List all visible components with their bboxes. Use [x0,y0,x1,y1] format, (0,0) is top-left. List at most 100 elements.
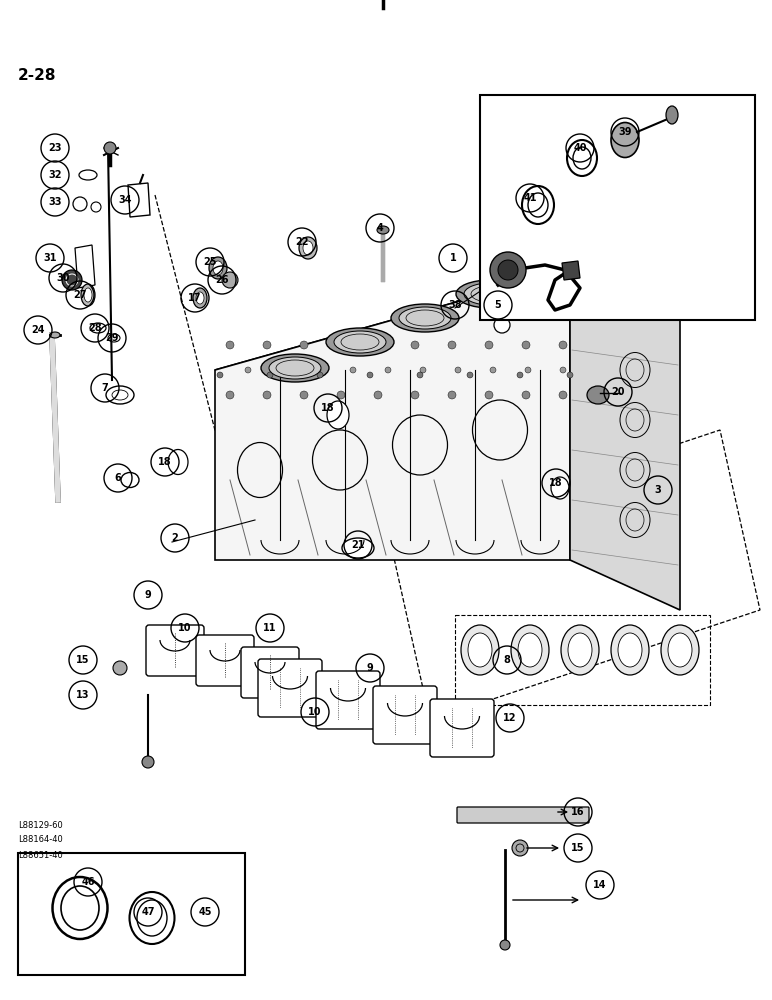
Ellipse shape [50,332,60,338]
Bar [455,615,710,705]
Circle shape [385,367,391,373]
Ellipse shape [511,625,549,675]
Text: 6: 6 [114,473,121,483]
Text: 10: 10 [178,623,191,633]
Text: 18: 18 [158,457,172,467]
Text: 28: 28 [88,323,102,333]
Circle shape [367,372,373,378]
Circle shape [317,372,323,378]
Text: 15: 15 [76,655,90,665]
Ellipse shape [551,477,569,499]
Ellipse shape [456,280,524,308]
FancyBboxPatch shape [196,635,254,686]
Ellipse shape [399,307,451,329]
Circle shape [411,341,419,349]
Text: 9: 9 [144,590,151,600]
Circle shape [104,142,116,154]
Circle shape [113,661,127,675]
Circle shape [467,372,473,378]
Circle shape [417,372,423,378]
Ellipse shape [326,328,394,356]
Ellipse shape [196,292,204,304]
FancyBboxPatch shape [146,625,204,676]
Polygon shape [215,270,680,420]
Ellipse shape [209,257,227,279]
Circle shape [374,391,382,399]
Ellipse shape [334,331,386,353]
Text: 30: 30 [56,273,69,283]
Circle shape [245,367,251,373]
Text: 18: 18 [549,478,563,488]
Text: L88164-40: L88164-40 [18,836,63,844]
Polygon shape [128,183,150,217]
Circle shape [263,341,271,349]
Text: 46: 46 [81,877,95,887]
Circle shape [142,756,154,768]
Ellipse shape [587,386,609,404]
Text: 12: 12 [503,713,516,723]
Text: 40: 40 [574,143,587,153]
Circle shape [485,391,493,399]
Circle shape [522,341,530,349]
Ellipse shape [299,237,317,259]
Circle shape [559,341,567,349]
Ellipse shape [121,473,139,488]
Ellipse shape [666,106,678,124]
Circle shape [91,202,101,212]
Ellipse shape [668,633,692,667]
Text: 25: 25 [203,257,217,267]
Ellipse shape [611,625,649,675]
Circle shape [411,391,419,399]
Circle shape [73,197,87,211]
Circle shape [337,391,345,399]
Circle shape [525,367,531,373]
Text: 26: 26 [215,275,229,285]
Circle shape [485,341,493,349]
Polygon shape [215,270,570,560]
Bar [18,853,245,975]
Ellipse shape [461,625,499,675]
Text: 38: 38 [449,300,462,310]
Ellipse shape [81,284,95,306]
Ellipse shape [618,633,642,667]
Text: 41: 41 [523,193,537,203]
Text: 5: 5 [495,300,501,310]
Ellipse shape [377,226,389,234]
FancyBboxPatch shape [258,659,322,717]
Ellipse shape [611,122,639,157]
Text: 10: 10 [308,707,322,717]
Circle shape [448,341,456,349]
Ellipse shape [193,288,207,308]
Text: 4: 4 [377,223,384,233]
Circle shape [350,367,356,373]
Text: 1: 1 [449,253,456,263]
Ellipse shape [561,625,599,675]
Ellipse shape [168,450,188,475]
Text: 20: 20 [611,387,625,397]
Ellipse shape [468,633,492,667]
Text: 21: 21 [351,540,364,550]
Circle shape [62,270,82,290]
Text: 45: 45 [198,907,212,917]
Ellipse shape [464,283,516,305]
Ellipse shape [661,625,699,675]
Text: 31: 31 [43,253,57,263]
FancyBboxPatch shape [241,647,299,698]
Ellipse shape [342,538,374,558]
Text: 23: 23 [48,143,62,153]
Ellipse shape [90,323,106,333]
Circle shape [522,391,530,399]
Polygon shape [570,270,680,610]
Ellipse shape [106,386,134,404]
Ellipse shape [568,633,592,667]
Ellipse shape [84,288,92,302]
Ellipse shape [391,304,459,332]
FancyBboxPatch shape [457,807,589,823]
Text: 33: 33 [48,197,62,207]
Text: 2: 2 [171,533,178,543]
Circle shape [448,391,456,399]
Polygon shape [75,245,95,288]
Circle shape [300,391,308,399]
Ellipse shape [327,401,349,429]
Bar [480,95,755,320]
